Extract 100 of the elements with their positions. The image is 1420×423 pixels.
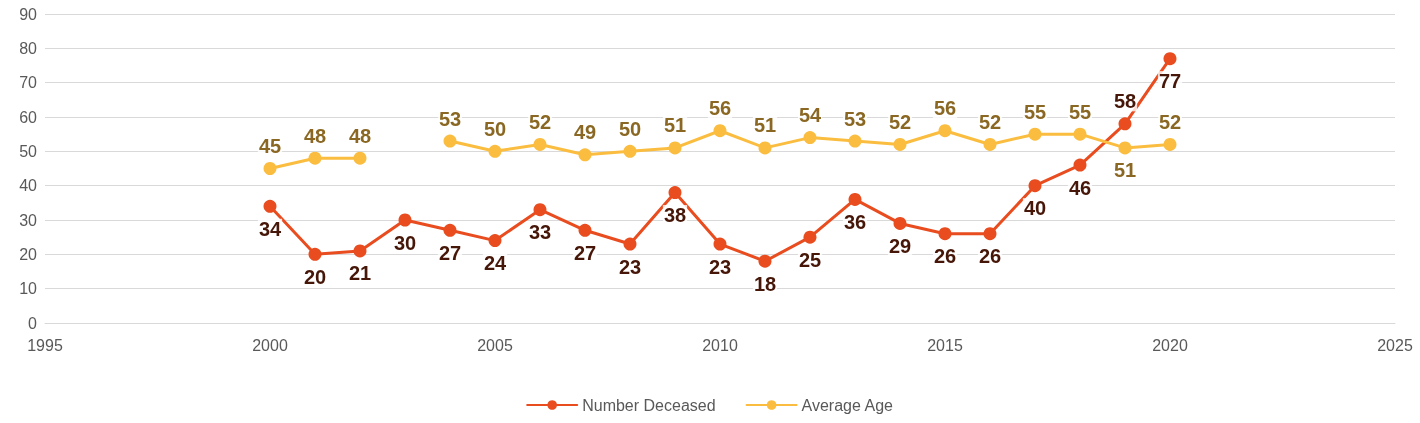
point [848,134,862,148]
data-label: 54 [798,104,822,127]
data-label: 52 [528,110,552,133]
x-tick-label: 2025 [1377,336,1413,354]
point [443,134,457,148]
data-label: 40 [1023,197,1047,220]
x-tick-label: 2005 [477,336,513,354]
y-tick-label: 0 [28,314,38,332]
data-label: 52 [978,110,1002,133]
legend-label: Number Deceased [582,396,716,414]
point [308,247,322,261]
data-label: 49 [573,121,597,144]
point [353,151,367,165]
data-label: 55 [1068,100,1092,123]
data-label: 50 [483,117,507,140]
point [578,223,592,237]
data-label: 26 [933,245,957,268]
data-label: 55 [1023,100,1047,123]
data-label: 52 [1158,110,1182,133]
point [1028,127,1042,141]
x-tick-label: 2015 [927,336,963,354]
data-label: 29 [888,234,912,257]
point [803,230,817,244]
point [713,237,727,251]
point [893,137,907,151]
point [983,227,997,241]
point [488,234,502,248]
data-label: 27 [573,241,597,264]
y-tick-label: 10 [19,280,38,298]
point [533,137,547,151]
y-tick-label: 40 [19,177,38,195]
point [758,254,772,268]
data-label: 27 [438,241,462,264]
data-label: 56 [933,97,957,120]
point [1163,52,1177,66]
point [1118,141,1132,155]
point [1073,127,1087,141]
point [668,141,682,155]
data-label: 50 [618,117,642,140]
data-label: 53 [843,107,867,130]
data-label: 48 [303,124,327,147]
point [893,216,907,230]
point [488,144,502,158]
x-tick-label: 1995 [27,336,63,354]
point [308,151,322,165]
point [533,203,547,217]
y-tick-label: 70 [19,74,38,92]
data-label: 20 [303,265,327,288]
y-tick-label: 50 [19,142,38,160]
point [398,213,412,227]
y-tick-label: 20 [19,245,38,263]
data-label: 56 [708,97,732,120]
point [1163,137,1177,151]
y-tick-label: 60 [19,108,38,126]
point [623,237,637,251]
data-label: 53 [438,107,462,130]
data-label: 25 [798,248,822,271]
y-tick-label: 80 [19,39,38,57]
data-label: 51 [1113,159,1137,182]
data-label: 18 [753,272,777,295]
data-label: 58 [1113,90,1137,113]
data-label: 26 [978,245,1002,268]
y-tick-label: 90 [19,5,38,23]
data-label: 51 [663,114,687,137]
point [263,199,277,213]
legend-label: Average Age [801,396,894,414]
data-label: 77 [1158,70,1182,93]
data-label: 36 [843,210,867,233]
point [1073,158,1087,172]
data-label: 34 [258,217,282,240]
point [353,244,367,258]
y-tick-label: 30 [19,211,38,229]
point [623,144,637,158]
point [758,141,772,155]
point [443,223,457,237]
x-tick-label: 2000 [252,336,288,354]
data-label: 33 [528,221,552,244]
data-label: 48 [348,124,372,147]
point [983,137,997,151]
data-label: 52 [888,110,912,133]
data-label: 51 [753,114,777,137]
point [1028,179,1042,193]
point [938,227,952,241]
point [713,124,727,138]
point [938,124,952,138]
data-label: 38 [663,204,687,227]
point [803,131,817,145]
data-label: 21 [348,262,372,285]
x-tick-label: 2010 [702,336,738,354]
point [263,162,277,175]
x-tick-label: 2020 [1152,336,1188,354]
point [1118,117,1132,131]
point [668,186,682,200]
data-label: 23 [708,255,732,278]
data-label: 45 [258,135,282,157]
point [578,148,592,162]
point [848,192,862,206]
data-label: 23 [618,255,642,278]
data-label: 30 [393,231,417,254]
data-label: 24 [483,252,507,275]
